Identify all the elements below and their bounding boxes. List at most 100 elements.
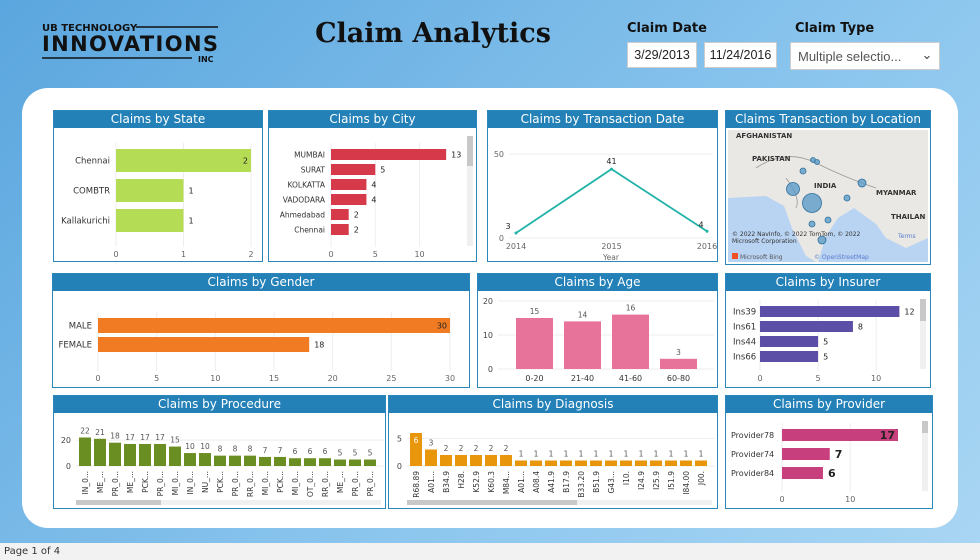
claims-map-tile[interactable]: Claims Transaction by Location AFGHANISTA… bbox=[725, 110, 931, 265]
x-tick-label: 2014 bbox=[506, 242, 526, 251]
claims-by-date-tile[interactable]: Claims by Transaction Date 0 50 3 2014 41 2015… bbox=[487, 110, 718, 262]
data-label: 7 bbox=[278, 446, 283, 455]
country-label: INDIA bbox=[814, 182, 837, 190]
data-label: 17 bbox=[880, 429, 895, 442]
microsoft-logo-icon bbox=[732, 253, 738, 259]
scrollbar[interactable] bbox=[920, 299, 926, 369]
category-label: Ins39 bbox=[733, 308, 756, 318]
claims-by-gender-tile[interactable]: Claims by Gender 0 5 10 15 20 25 30 MALE 30 FEMALE… bbox=[52, 273, 470, 388]
y-tick-label: 0 bbox=[488, 365, 493, 374]
category-label: R68.89 bbox=[412, 471, 421, 498]
x-tick-label: 10 bbox=[845, 495, 855, 504]
bar bbox=[331, 179, 367, 190]
bar bbox=[319, 458, 331, 466]
data-label: 5 bbox=[353, 449, 358, 458]
data-label: 10 bbox=[200, 442, 210, 451]
bar bbox=[760, 351, 819, 362]
category-label: IN_0... bbox=[186, 471, 195, 495]
location-bubble[interactable] bbox=[802, 193, 822, 213]
tile-title: Claims by Age bbox=[478, 274, 717, 291]
location-bubble[interactable] bbox=[799, 167, 807, 175]
category-label: Ins66 bbox=[733, 353, 756, 363]
scrollbar-thumb[interactable] bbox=[922, 421, 928, 433]
end-date-input[interactable]: 11/24/2016 bbox=[704, 42, 777, 68]
claims-by-city-tile[interactable]: Claims by City 0 5 10 MUMBAI 13 SURAT 5 KOLKATTA… bbox=[268, 110, 477, 262]
data-label: 21 bbox=[95, 428, 105, 437]
data-label: 1 bbox=[654, 450, 659, 459]
map-attribution: © 2022 NavInfo, © 2022 TomTom, © 2022 Mi… bbox=[732, 231, 861, 245]
x-tick-label: 15 bbox=[269, 374, 279, 383]
claims-by-procedure-tile[interactable]: Claims by Procedure 0 20 22 IN_0... 21 ME_... 1… bbox=[53, 395, 386, 509]
bar bbox=[564, 321, 601, 369]
category-label: RR_0... bbox=[246, 471, 255, 497]
scrollbar[interactable] bbox=[467, 136, 473, 246]
start-date-input[interactable]: 3/29/2013 bbox=[627, 42, 697, 68]
data-label: 2 bbox=[474, 444, 479, 453]
bar bbox=[184, 453, 196, 466]
location-bubble[interactable] bbox=[843, 194, 851, 202]
scrollbar-thumb[interactable] bbox=[920, 299, 926, 321]
data-label: 15 bbox=[530, 307, 540, 316]
bar bbox=[650, 460, 662, 466]
data-label: 5 bbox=[338, 449, 343, 458]
claims-by-insurer-tile[interactable]: Claims by Insurer 0 5 10 Ins39 12 Ins61 8 Ins44 5… bbox=[725, 273, 931, 388]
country-label: PAKISTAN bbox=[752, 155, 791, 163]
data-label: 6 bbox=[293, 447, 298, 456]
data-label: 4 bbox=[698, 220, 703, 229]
terms-link[interactable]: Terms bbox=[897, 233, 916, 240]
data-label: 17 bbox=[155, 433, 165, 442]
osm-link[interactable]: © OpenStreetMap bbox=[814, 254, 869, 261]
location-bubble[interactable] bbox=[814, 159, 820, 165]
tile-title: Claims by Provider bbox=[726, 396, 932, 413]
scrollbar[interactable] bbox=[922, 421, 928, 491]
claims-by-diagnosis-tile[interactable]: Claims by Diagnosis 0 5 6 R68.89 3 A01... 2 B34.… bbox=[388, 395, 718, 509]
svg-text:INC: INC bbox=[198, 55, 214, 64]
x-tick-label: 0 bbox=[113, 250, 118, 259]
bar bbox=[760, 336, 819, 347]
scrollbar[interactable] bbox=[76, 500, 381, 505]
category-label: VADODARA bbox=[283, 196, 326, 205]
bar bbox=[98, 337, 310, 352]
bar bbox=[349, 459, 361, 466]
claims-by-provider-tile[interactable]: Claims by Provider 0 10 Provider78 17 Provide… bbox=[725, 395, 933, 509]
category-label: PR_0... bbox=[156, 471, 165, 496]
location-bubble[interactable] bbox=[857, 178, 867, 188]
data-label: 8 bbox=[218, 445, 223, 454]
bar bbox=[455, 455, 467, 466]
bar bbox=[515, 460, 527, 466]
claims-by-age-tile[interactable]: Claims by Age 0 10 20 15 0-20 14 21-40 16 41-60 3 6… bbox=[477, 273, 718, 388]
category-label: ME_... bbox=[336, 471, 345, 493]
svg-text:UB TECHNOLOGY: UB TECHNOLOGY bbox=[42, 23, 138, 34]
data-label: 1 bbox=[669, 450, 674, 459]
location-bubble[interactable] bbox=[817, 235, 827, 245]
data-label: 7 bbox=[835, 448, 843, 461]
claim-type-dropdown[interactable]: Multiple selectio... ⌄ bbox=[790, 42, 940, 70]
category-label: ME_... bbox=[96, 471, 105, 493]
x-tick-label: 1 bbox=[181, 250, 186, 259]
x-tick-label: 2 bbox=[248, 250, 253, 259]
location-bubble[interactable] bbox=[808, 220, 816, 228]
data-label: 5 bbox=[823, 338, 828, 347]
tile-title: Claims by State bbox=[54, 111, 262, 128]
category-label: MUMBAI bbox=[294, 151, 325, 160]
category-label: PCK... bbox=[216, 471, 225, 493]
bar bbox=[425, 449, 437, 466]
location-bubble[interactable] bbox=[824, 216, 832, 224]
location-bubble[interactable] bbox=[786, 182, 800, 196]
page-title: Claim Analytics bbox=[315, 18, 551, 49]
data-label: 1 bbox=[624, 450, 629, 459]
scrollbar-thumb[interactable] bbox=[407, 500, 577, 505]
scrollbar-thumb[interactable] bbox=[76, 500, 161, 505]
x-tick-label: 0 bbox=[779, 495, 784, 504]
claims-by-state-tile[interactable]: Claims by State 0 1 2 Chennai 2 COMBTR 1 Kallaku… bbox=[53, 110, 263, 262]
category-label: I51.9 bbox=[667, 471, 676, 490]
bar bbox=[364, 459, 376, 466]
bar bbox=[154, 443, 166, 466]
category-label: RR_0... bbox=[321, 471, 330, 497]
bar bbox=[695, 460, 707, 466]
bar bbox=[620, 460, 632, 466]
bar bbox=[560, 460, 572, 466]
data-label: 1 bbox=[639, 450, 644, 459]
scrollbar-thumb[interactable] bbox=[467, 136, 473, 166]
claim-type-label: Claim Type bbox=[795, 21, 875, 36]
